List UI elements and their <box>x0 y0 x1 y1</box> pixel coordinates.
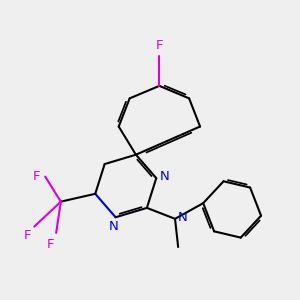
Text: F: F <box>156 39 163 52</box>
Text: N: N <box>109 220 119 233</box>
Text: N: N <box>160 170 170 183</box>
Text: F: F <box>24 229 32 242</box>
Text: F: F <box>33 170 40 183</box>
Text: N: N <box>178 211 188 224</box>
Text: F: F <box>47 238 55 250</box>
